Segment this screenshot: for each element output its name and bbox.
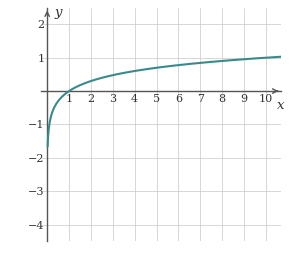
Text: y: y <box>54 6 62 19</box>
Text: x: x <box>276 99 284 112</box>
